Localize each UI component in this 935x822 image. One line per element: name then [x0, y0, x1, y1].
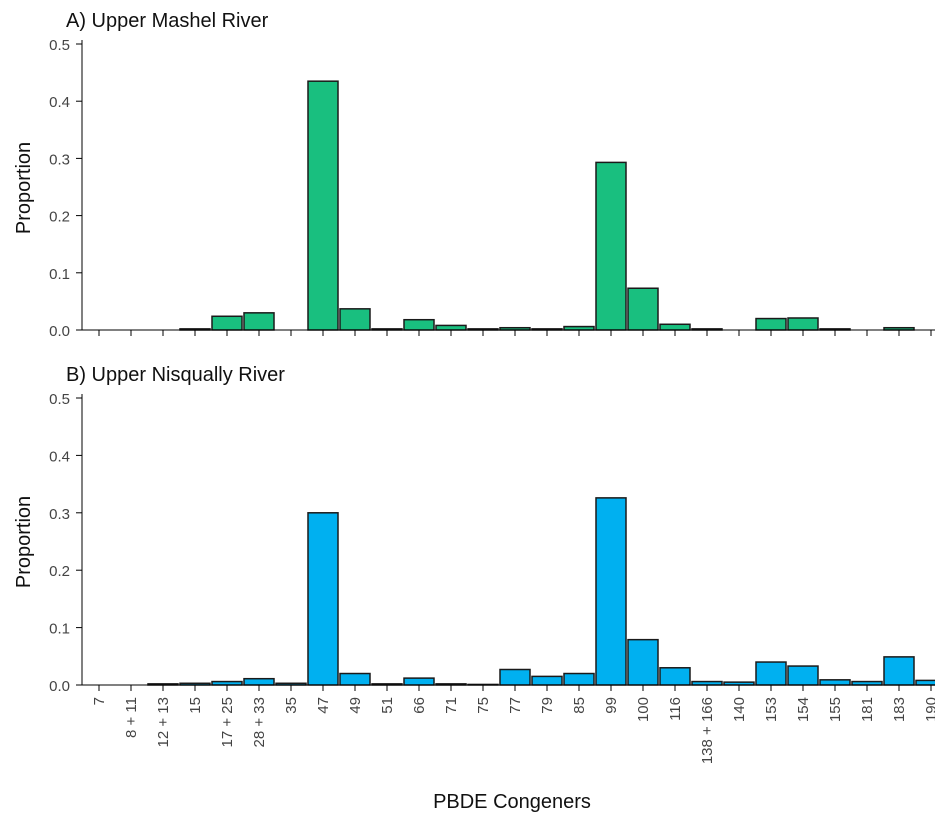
bar-155 — [819, 679, 851, 686]
x-tick-label: 153 — [763, 697, 780, 722]
y-axis-label: Proportion — [13, 142, 35, 234]
x-tick-label: 140 — [731, 697, 748, 722]
bar-47 — [307, 80, 339, 331]
panel-upper-mashel-river: A) Upper Mashel River Proportion 0.00.10… — [13, 10, 935, 340]
x-tick-label: 116 — [667, 697, 684, 721]
x-tick-label: 7 — [91, 697, 108, 705]
y-tick-label: 0.3 — [49, 506, 70, 523]
y-tick-label: 0.1 — [49, 266, 70, 283]
bar-2833 — [243, 312, 275, 331]
bar-66 — [403, 677, 435, 686]
x-tick-label: 154 — [795, 697, 812, 722]
bar-1725 — [211, 315, 243, 331]
bar-85 — [563, 325, 595, 331]
y-axis-label: Proportion — [13, 496, 35, 588]
y-tick-label: 0.2 — [49, 209, 70, 226]
bar-100 — [627, 638, 659, 686]
y-tick-label: 0.1 — [49, 621, 70, 638]
x-tick-label: 181 — [859, 697, 876, 722]
bar-183 — [883, 656, 915, 686]
x-tick-label: 28 + 33 — [251, 697, 268, 747]
bar-100 — [627, 287, 659, 331]
bar-71 — [435, 324, 467, 331]
bar-66 — [403, 318, 435, 331]
x-tick-label: 138 + 166 — [699, 697, 716, 764]
x-tick-label: 35 — [283, 697, 300, 714]
x-tick-label: 51 — [379, 697, 396, 714]
x-tick-label: 66 — [411, 697, 428, 714]
panel-title: A) Upper Mashel River — [66, 10, 269, 32]
x-tick-label: 12 + 13 — [155, 697, 172, 747]
bar-116 — [659, 323, 691, 331]
bar-49 — [339, 672, 371, 686]
y-tick-label: 0.5 — [49, 391, 70, 408]
plot-area: 0.0 0.1 0.2 0.3 0.4 0.5 — [49, 37, 935, 340]
bar-153 — [755, 317, 787, 331]
x-tick-label: 183 — [891, 697, 908, 722]
y-tick-label: 0.2 — [49, 563, 70, 580]
x-tick-label: 190 — [923, 697, 935, 722]
panel-upper-nisqually-river: B) Upper Nisqually River Proportion 0.00… — [13, 364, 935, 764]
x-tick-label: 75 — [475, 697, 492, 714]
y-tick-label: 0.0 — [49, 323, 70, 340]
bar-99 — [595, 161, 627, 331]
panel-title: B) Upper Nisqually River — [66, 364, 285, 386]
y-tick-label: 0.5 — [49, 37, 70, 54]
x-tick-label: 155 — [827, 697, 844, 722]
x-tick-label: 71 — [443, 697, 460, 714]
plot-area: 0.0 0.1 0.2 0.3 0.4 0.5 7 8 + 11 12 + 13 15 17 + 2… — [49, 391, 935, 764]
y-tick-label: 0.3 — [49, 151, 70, 168]
bar-79 — [531, 675, 563, 686]
x-axis-label: PBDE Congeners — [433, 791, 591, 813]
x-tick-label: 100 — [635, 697, 652, 722]
bar-190 — [915, 679, 935, 686]
x-tick-label: 85 — [571, 697, 588, 714]
bar-47 — [307, 512, 339, 686]
x-tick-label: 15 — [187, 697, 204, 714]
bar-154 — [787, 665, 819, 686]
bar-1725 — [211, 680, 243, 686]
x-tick-label: 17 + 25 — [219, 697, 236, 747]
bar-2833 — [243, 677, 275, 686]
bar-99 — [595, 497, 627, 686]
bar-154 — [787, 317, 819, 331]
x-tick-label: 47 — [315, 697, 332, 714]
bar-85 — [563, 672, 595, 686]
x-tick-label: 77 — [507, 697, 524, 714]
x-tick-label: 8 + 11 — [123, 697, 140, 738]
bar-77 — [499, 668, 531, 686]
x-tick-label: 99 — [603, 697, 620, 714]
bar-153 — [755, 661, 787, 686]
x-tick-label: 49 — [347, 697, 364, 714]
y-tick-label: 0.4 — [49, 94, 70, 111]
y-tick-label: 0.4 — [49, 448, 70, 465]
y-tick-label: 0.0 — [49, 678, 70, 695]
x-tick-label: 79 — [539, 697, 556, 714]
bar-116 — [659, 667, 691, 686]
bar-49 — [339, 308, 371, 331]
bar-138166 — [691, 680, 723, 686]
bar-181 — [851, 680, 883, 686]
